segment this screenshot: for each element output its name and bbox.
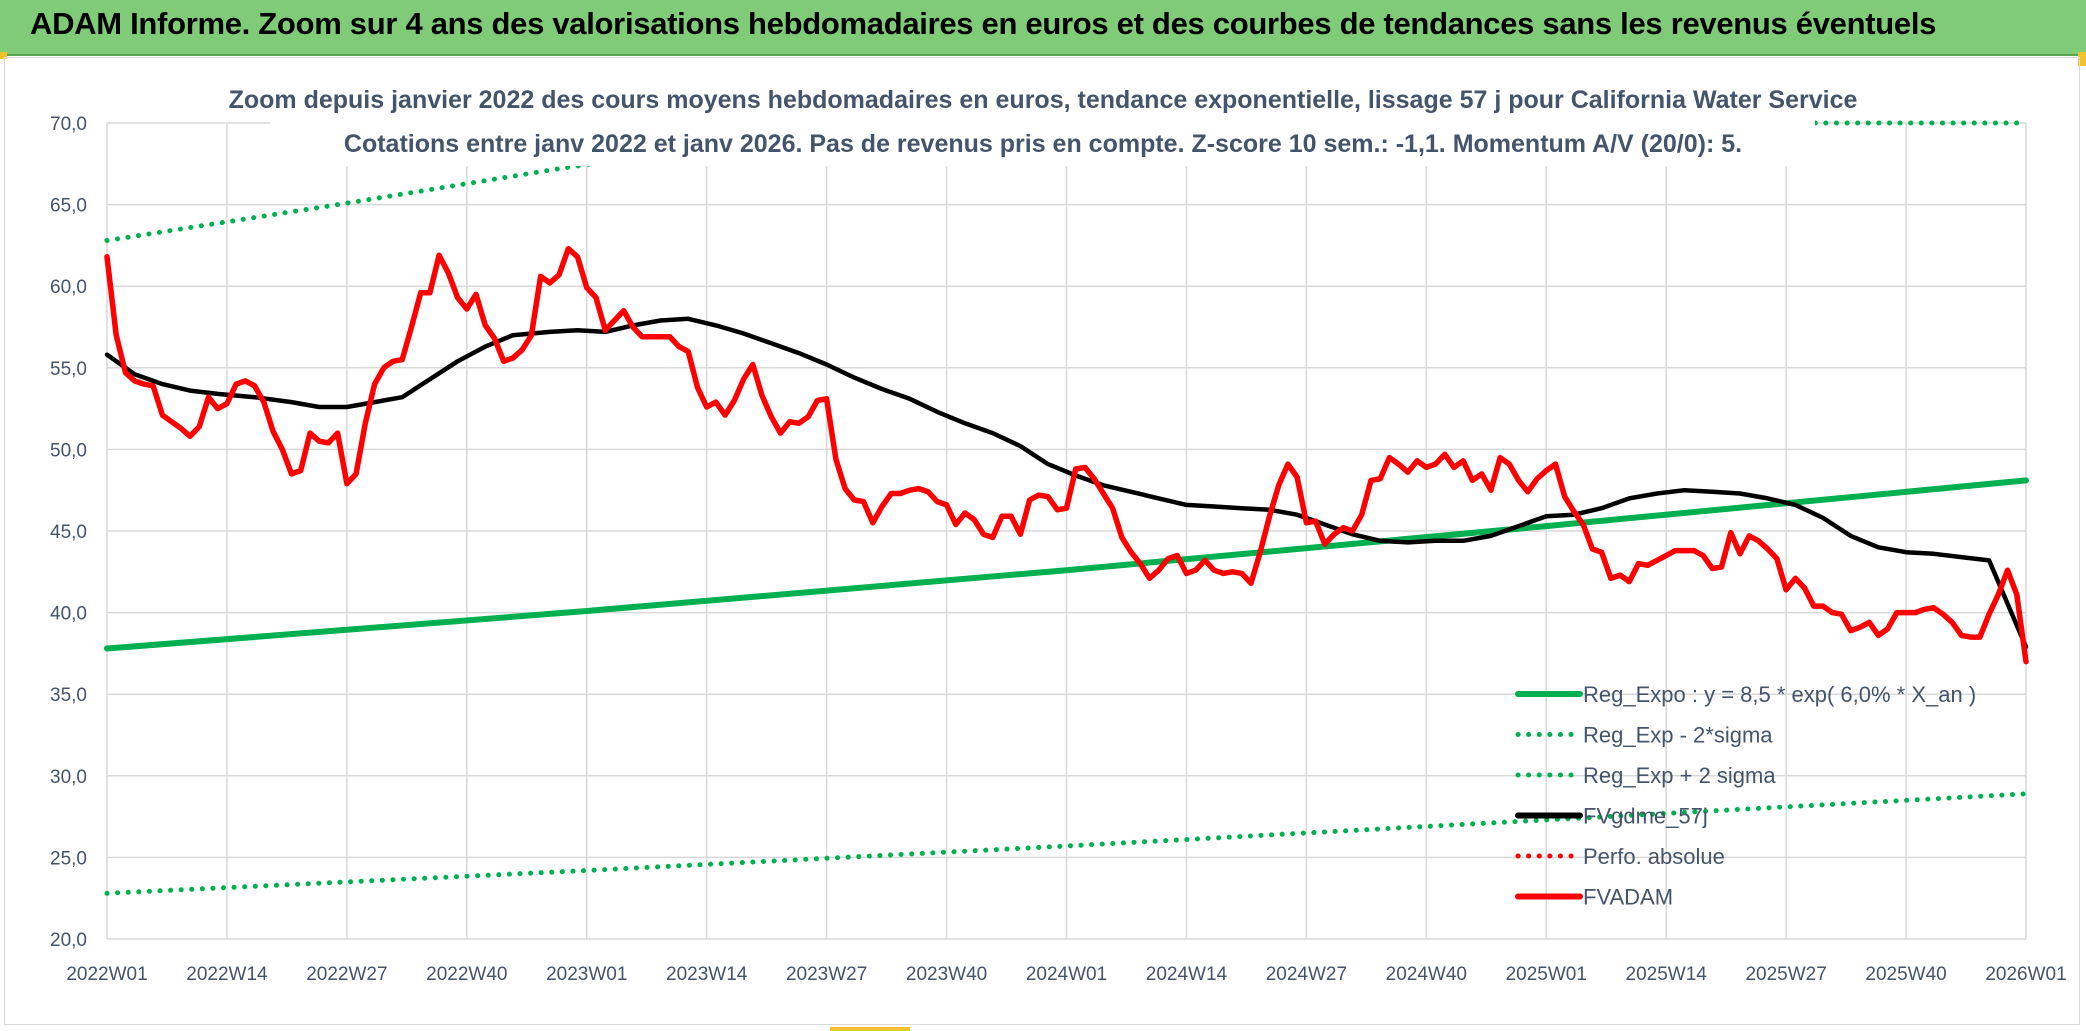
y-tick-label: 45,0: [50, 522, 87, 543]
x-tick-label: 2022W14: [186, 964, 268, 985]
x-tick-label: 2026W01: [1985, 964, 2066, 985]
chart-frame: [4, 57, 2080, 1025]
chart-subtitle: Cotations entre janv 2022 et janv 2026. …: [344, 130, 1742, 158]
series-line-reg-expo: [104, 477, 2029, 652]
legend-label: Reg_Exp - 2*sigma: [1583, 723, 1773, 748]
x-tick-label: 2023W27: [786, 964, 867, 985]
x-tick-label: 2025W01: [1506, 964, 1587, 985]
x-tick-label: 2024W14: [1146, 964, 1228, 985]
x-tick-label: 2022W27: [306, 964, 387, 985]
legend-label: Reg_Expo : y = 8,5 * exp( 6,0% * X_an ): [1583, 682, 1976, 707]
y-tick-label: 55,0: [50, 359, 87, 380]
y-tick-label: 25,0: [50, 848, 87, 869]
x-tick-label: 2025W40: [1865, 964, 1946, 985]
legend-label: FVgdme_57j: [1583, 804, 1708, 829]
y-tick-label: 20,0: [50, 930, 87, 951]
x-tick-label: 2023W14: [666, 964, 748, 985]
x-tick-label: 2023W01: [546, 964, 627, 985]
x-tick-label: 2023W40: [906, 964, 987, 985]
page-title: ADAM Informe. Zoom sur 4 ans des valoris…: [30, 6, 1937, 41]
legend-label: Perfo. absolue: [1583, 844, 1725, 869]
y-tick-label: 50,0: [50, 440, 87, 461]
x-tick-label: 2025W14: [1626, 964, 1708, 985]
series-line-reg-exp-minus-2sigma: [104, 791, 2029, 896]
x-tick-label: 2022W40: [426, 964, 507, 985]
bottom-accent-strip: [830, 1027, 910, 1031]
y-tick-label: 30,0: [50, 767, 87, 788]
corner-accent-right: [2078, 52, 2086, 66]
chart-title: Zoom depuis janvier 2022 des cours moyen…: [229, 86, 1858, 114]
x-tick-label: 2024W40: [1386, 964, 1467, 985]
y-tick-label: 35,0: [50, 685, 87, 706]
corner-accent-left: [0, 52, 7, 59]
series-line-fvadam: [104, 245, 2029, 665]
header-banner: ADAM Informe. Zoom sur 4 ans des valoris…: [0, 0, 2086, 56]
x-tick-label: 2024W01: [1026, 964, 1107, 985]
legend-label: Reg_Exp + 2 sigma: [1583, 763, 1776, 788]
y-tick-label: 60,0: [50, 277, 87, 298]
y-tick-label: 70,0: [50, 114, 87, 135]
x-tick-label: 2022W01: [66, 964, 147, 985]
chart-title-background: [270, 78, 1815, 166]
legend-label: FVADAM: [1583, 885, 1673, 910]
y-tick-label: 40,0: [50, 604, 87, 625]
x-tick-label: 2024W27: [1266, 964, 1347, 985]
x-tick-label: 2025W27: [1745, 964, 1826, 985]
y-tick-label: 65,0: [50, 196, 87, 217]
